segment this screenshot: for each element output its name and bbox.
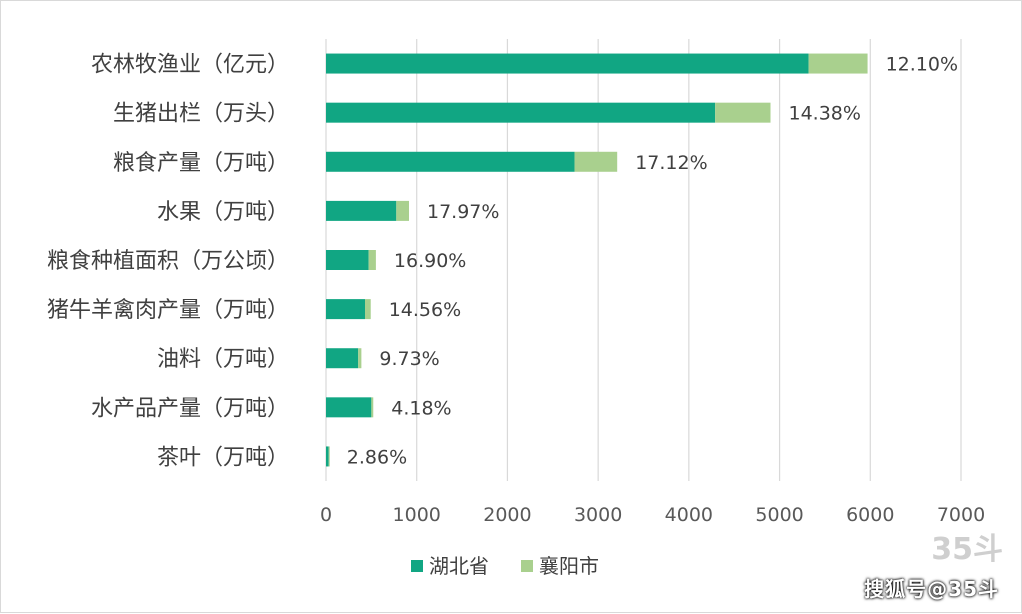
bar-hubei — [326, 299, 366, 320]
legend-label: 襄阳市 — [539, 554, 599, 578]
bar-xiangyang — [371, 397, 374, 418]
legend-label: 湖北省 — [429, 554, 489, 578]
bar-hubei — [326, 200, 397, 221]
bar-hubei — [326, 151, 575, 172]
x-tick-label: 5000 — [755, 504, 803, 526]
bar-hubei — [326, 397, 372, 418]
data-label: 14.56% — [389, 299, 461, 321]
legend-swatch — [411, 560, 423, 572]
data-label: 12.10% — [886, 54, 958, 76]
x-tick-label: 3000 — [574, 504, 622, 526]
bar-xiangyang — [368, 250, 376, 270]
bar-hubei — [326, 53, 809, 74]
bar-xiangyang — [574, 151, 618, 172]
x-tick-label: 4000 — [665, 504, 713, 526]
bar-xiangyang — [808, 53, 868, 74]
data-label: 2.86% — [347, 446, 407, 468]
bar-xiangyang — [328, 446, 330, 467]
data-label: 14.38% — [789, 103, 861, 125]
category-label: 水产品产量（万吨） — [91, 396, 289, 421]
data-label: 16.90% — [394, 250, 466, 272]
category-label: 粮食种植面积（万公顷） — [47, 249, 289, 274]
category-label: 生猪出栏（万头） — [113, 102, 289, 127]
bar-xiangyang — [358, 348, 362, 369]
x-tick-label: 7000 — [937, 504, 985, 526]
bar-hubei — [326, 446, 329, 467]
data-label: 17.12% — [635, 152, 707, 174]
data-label: 17.97% — [427, 201, 499, 223]
category-label: 茶叶（万吨） — [157, 445, 289, 470]
x-tick-label: 1000 — [393, 504, 441, 526]
data-label: 4.18% — [391, 397, 451, 419]
x-tick-label: 6000 — [846, 504, 894, 526]
category-label: 油料（万吨） — [157, 347, 289, 372]
x-tick-label: 0 — [320, 504, 332, 526]
category-label: 猪牛羊禽肉产量（万吨） — [47, 298, 289, 323]
watermark-text: 搜狐号@35斗 — [864, 577, 999, 601]
data-label: 9.73% — [379, 348, 439, 370]
category-label: 粮食产量（万吨） — [113, 151, 289, 176]
bar-xiangyang — [715, 102, 771, 123]
category-label: 农林牧渔业（亿元） — [91, 53, 289, 78]
bar-xiangyang — [365, 299, 371, 320]
bar-hubei — [326, 348, 359, 369]
bar-hubei — [326, 250, 369, 270]
bar-hubei — [326, 102, 716, 123]
legend-swatch — [521, 560, 533, 572]
x-tick-label: 2000 — [483, 504, 531, 526]
category-label: 水果（万吨） — [157, 200, 289, 225]
bar-xiangyang — [396, 200, 410, 221]
watermark-logo: 35斗 — [931, 532, 1003, 567]
